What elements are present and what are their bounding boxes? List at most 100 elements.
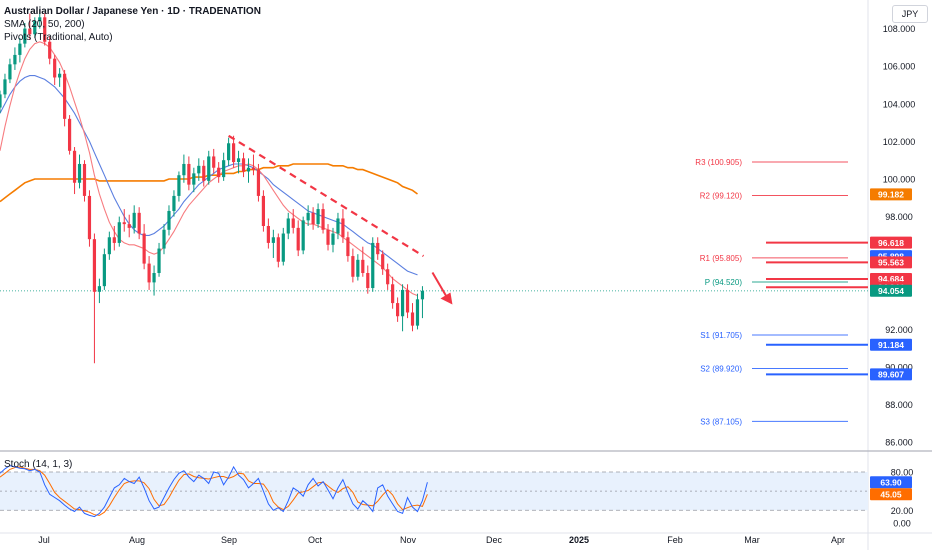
candle-body-24 — [117, 222, 121, 243]
price-tick-1: 106.000 — [883, 62, 916, 72]
candle-body-25 — [122, 222, 126, 225]
candle-body-22 — [107, 237, 111, 255]
price-badge-1 — [870, 236, 912, 249]
candle-body-30 — [147, 263, 151, 283]
price-badge-0 — [870, 188, 912, 201]
candle-body-47 — [231, 143, 236, 163]
candle-body-37 — [182, 163, 186, 176]
candle-body-39 — [192, 173, 196, 185]
price-tick-8: 88.000 — [885, 400, 913, 410]
price-badge-6 — [870, 284, 912, 297]
candle-body-58 — [286, 218, 290, 234]
pivot-label-0: R3 (100.905) — [695, 158, 742, 167]
candle-body-63 — [311, 212, 315, 225]
candle-body-72 — [356, 259, 360, 277]
time-label-4: Nov — [400, 535, 417, 545]
candle-body-28 — [137, 212, 141, 234]
candle-body-45 — [222, 160, 226, 178]
candle-body-65 — [321, 209, 325, 230]
price-badge-text-0: 99.182 — [878, 190, 904, 200]
price-tick-7: 90.000 — [885, 363, 913, 373]
candle-body-7 — [33, 21, 37, 35]
candle-body-13 — [63, 73, 67, 119]
stoch-d-line — [0, 466, 428, 516]
candle-body-36 — [177, 175, 181, 196]
candle-body-34 — [167, 210, 171, 230]
down-arrow-shaft — [431, 272, 448, 298]
candle-body-71 — [351, 256, 355, 277]
candle-body-60 — [296, 227, 300, 251]
candle-body-26 — [127, 224, 131, 228]
candle-body-69 — [341, 218, 345, 238]
price-badge-text-3: 95.563 — [878, 258, 904, 268]
candle-body-57 — [281, 233, 285, 262]
stoch-tick-0: 80.00 — [891, 468, 914, 478]
candle-body-82 — [405, 289, 410, 313]
candle-body-33 — [162, 229, 166, 249]
candle-body-70 — [346, 237, 350, 257]
candle-body-55 — [271, 237, 275, 243]
candle-body-21 — [102, 254, 106, 287]
price-badge-text-8: 89.607 — [878, 370, 904, 380]
stoch-badge-1 — [870, 488, 912, 501]
candle-body-74 — [366, 273, 370, 289]
candle-body-12 — [58, 73, 62, 78]
candle-body-2 — [8, 64, 12, 80]
candle-body-52 — [256, 169, 261, 196]
time-label-3: Oct — [308, 535, 323, 545]
candle-body-83 — [410, 312, 415, 326]
candle-body-5 — [23, 28, 27, 44]
time-label-8: Mar — [744, 535, 760, 545]
price-badge-text-6: 94.054 — [878, 286, 904, 296]
candle-body-46 — [227, 143, 231, 161]
candle-body-53 — [261, 195, 266, 226]
candle-body-75 — [371, 242, 375, 289]
candle-body-40 — [197, 165, 201, 174]
price-tick-5: 98.000 — [885, 212, 913, 222]
trendline — [228, 134, 425, 258]
candle-body-19 — [92, 239, 97, 292]
candle-body-54 — [266, 226, 270, 243]
candle-body-38 — [187, 163, 191, 185]
pivot-label-1: R2 (99.120) — [700, 192, 743, 201]
time-label-7: Feb — [667, 535, 683, 545]
candle-body-44 — [217, 167, 221, 178]
candle-body-11 — [53, 58, 57, 78]
candle-body-73 — [361, 259, 365, 273]
candle-body-84 — [415, 299, 420, 326]
candle-body-3 — [13, 54, 17, 65]
down-arrow-head — [440, 292, 453, 305]
candle-body-51 — [251, 167, 256, 170]
candle-body-66 — [326, 229, 330, 245]
price-tick-9: 86.000 — [885, 438, 913, 448]
price-badge-text-1: 96.618 — [878, 238, 904, 248]
time-label-6: 2025 — [569, 535, 589, 545]
candle-body-4 — [18, 43, 22, 55]
candle-body-6 — [28, 28, 32, 35]
currency-button[interactable]: JPY — [892, 5, 928, 23]
candle-body-42 — [207, 156, 211, 181]
time-label-9: Apr — [831, 535, 845, 545]
price-badge-7 — [870, 338, 912, 351]
price-tick-4: 100.000 — [883, 175, 916, 185]
stoch-badge-text-1: 45.05 — [880, 489, 902, 499]
candle-body-31 — [152, 273, 156, 283]
candle-body-50 — [246, 167, 251, 172]
candle-body-8 — [38, 17, 42, 22]
pivots-legend: Pivots (Traditional, Auto) — [4, 32, 113, 43]
candle-body-59 — [291, 218, 295, 228]
pivot-label-3: P (94.520) — [705, 278, 743, 287]
candle-body-56 — [276, 237, 280, 262]
price-tick-6: 92.000 — [885, 325, 913, 335]
pivot-label-6: S3 (87.105) — [700, 417, 742, 426]
price-badge-text-7: 91.184 — [878, 340, 904, 350]
pivot-label-2: R1 (95.805) — [700, 254, 743, 263]
candle-body-85 — [420, 290, 425, 300]
candle-body-32 — [157, 248, 161, 273]
candle-body-48 — [236, 158, 241, 163]
pivot-label-5: S2 (89.920) — [700, 365, 742, 374]
candle-body-49 — [241, 158, 246, 172]
candle-body-9 — [43, 17, 47, 42]
